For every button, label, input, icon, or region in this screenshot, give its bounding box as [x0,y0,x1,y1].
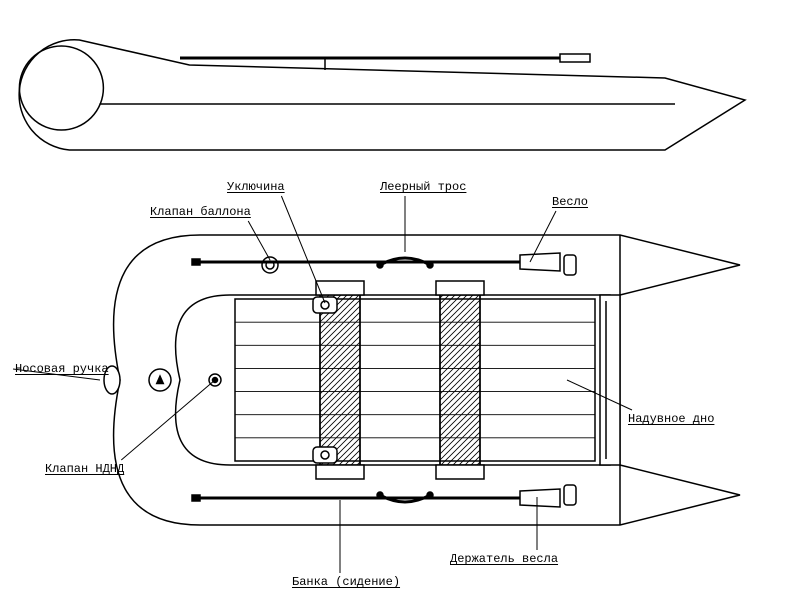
label-tube-valve: Клапан баллона [150,205,251,219]
label-ndnd-valve: Клапан НДНД [45,462,124,476]
label-grab-line: Леерный трос [380,180,466,194]
label-seat: Банка (сидение) [292,575,400,589]
diagram-canvas: Уключина Клапан баллона Леерный трос Вес… [0,0,800,600]
boat-line-drawing [0,0,800,600]
label-inflatable-floor: Надувное дно [628,412,714,426]
label-oarlock: Уключина [227,180,285,194]
label-oar-holder: Держатель весла [450,552,558,566]
label-bow-handle: Носовая ручка [15,362,109,376]
label-oar: Весло [552,195,588,209]
